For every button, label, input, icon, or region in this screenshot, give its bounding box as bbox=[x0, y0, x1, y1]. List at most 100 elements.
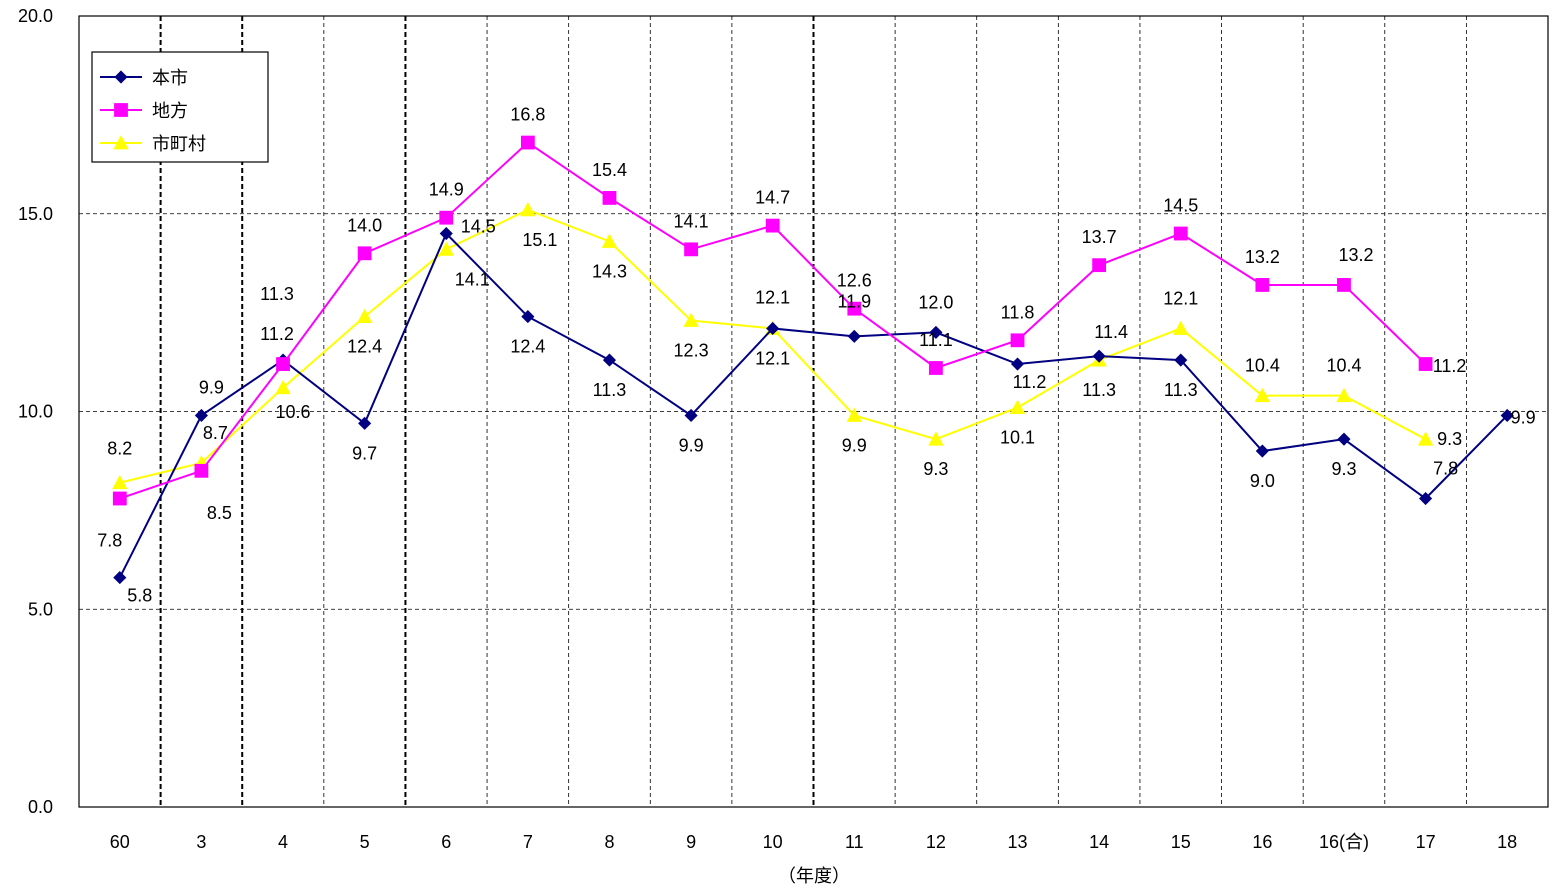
data-label: 13.2 bbox=[1338, 245, 1373, 265]
data-point bbox=[113, 571, 127, 585]
data-point bbox=[847, 301, 862, 316]
data-point bbox=[1500, 408, 1514, 423]
data-point bbox=[1010, 333, 1025, 348]
data-label: 14.1 bbox=[455, 269, 490, 289]
y-tick-label: 10.0 bbox=[18, 402, 53, 422]
data-point bbox=[1337, 432, 1351, 446]
data-point bbox=[1417, 431, 1434, 446]
data-label: 7.8 bbox=[97, 531, 122, 551]
x-tick-label: 9 bbox=[686, 832, 696, 852]
data-label: 9.9 bbox=[199, 377, 224, 397]
data-point bbox=[194, 463, 209, 478]
data-label: 11.3 bbox=[1082, 380, 1116, 400]
data-label: 10.1 bbox=[1000, 428, 1035, 448]
data-label: 14.7 bbox=[755, 188, 790, 208]
legend-label: 市町村 bbox=[152, 134, 206, 154]
data-label: 15.1 bbox=[522, 230, 557, 250]
data-label: 14.9 bbox=[429, 180, 464, 200]
data-point bbox=[929, 361, 943, 375]
data-label: 12.6 bbox=[837, 271, 872, 291]
data-point bbox=[1336, 387, 1352, 403]
data-point bbox=[928, 431, 944, 446]
data-point bbox=[439, 210, 454, 225]
data-point bbox=[601, 233, 618, 248]
data-point bbox=[521, 310, 535, 324]
data-point bbox=[765, 218, 780, 233]
data-label: 12.1 bbox=[1163, 288, 1198, 308]
y-tick-label: 5.0 bbox=[28, 599, 53, 619]
x-tick-label: 3 bbox=[196, 832, 206, 852]
x-tick-label: 16 bbox=[1252, 832, 1272, 852]
data-label: 14.5 bbox=[1163, 196, 1198, 216]
data-point bbox=[766, 321, 780, 336]
legend-marker bbox=[113, 135, 129, 150]
data-point bbox=[112, 474, 128, 490]
data-point bbox=[1092, 349, 1106, 363]
data-label: 10.4 bbox=[1245, 356, 1280, 376]
data-label: 5.8 bbox=[127, 586, 152, 606]
x-tick-label: 11 bbox=[845, 832, 864, 852]
data-label: 9.9 bbox=[679, 435, 704, 455]
data-point bbox=[357, 246, 372, 261]
data-label: 11.2 bbox=[1433, 356, 1467, 376]
data-point bbox=[520, 201, 536, 217]
data-label: 13.7 bbox=[1082, 227, 1117, 247]
x-tick-label: 60 bbox=[110, 832, 130, 852]
x-tick-label: 14 bbox=[1089, 832, 1109, 852]
data-point bbox=[602, 191, 617, 205]
data-point bbox=[1173, 320, 1189, 335]
data-label: 9.9 bbox=[1511, 407, 1536, 427]
data-label: 9.0 bbox=[1250, 471, 1275, 491]
data-label: 11.4 bbox=[1094, 322, 1128, 342]
x-tick-label: 13 bbox=[1008, 832, 1028, 852]
data-point bbox=[1254, 387, 1271, 403]
data-point bbox=[438, 241, 454, 256]
data-label: 12.3 bbox=[674, 341, 709, 361]
y-tick-label: 0.0 bbox=[28, 797, 53, 817]
x-tick-label: 16(合) bbox=[1319, 832, 1369, 852]
data-label: 11.9 bbox=[837, 291, 871, 311]
data-label: 12.4 bbox=[347, 337, 382, 357]
data-point bbox=[1419, 491, 1433, 506]
y-tick-label: 15.0 bbox=[18, 204, 53, 224]
data-point bbox=[1174, 353, 1188, 367]
data-label: 14.1 bbox=[674, 211, 709, 231]
x-tick-label: 4 bbox=[278, 832, 288, 852]
data-label: 9.3 bbox=[923, 459, 948, 479]
y-tick-label: 20.0 bbox=[18, 6, 53, 26]
data-label: 16.8 bbox=[510, 105, 545, 125]
data-point bbox=[846, 407, 862, 422]
data-label: 10.4 bbox=[1326, 356, 1361, 376]
x-tick-label: 18 bbox=[1497, 832, 1517, 852]
x-tick-label: 12 bbox=[926, 832, 946, 852]
data-label: 8.2 bbox=[107, 439, 132, 459]
data-point bbox=[1337, 278, 1351, 292]
x-tick-label: 5 bbox=[360, 832, 370, 852]
data-point bbox=[684, 408, 698, 423]
data-point bbox=[1255, 278, 1270, 292]
data-point bbox=[439, 226, 453, 241]
data-point bbox=[1173, 226, 1188, 241]
data-point bbox=[276, 357, 290, 371]
data-label: 9.9 bbox=[842, 435, 867, 455]
x-tick-label: 8 bbox=[604, 832, 614, 852]
data-label: 14.5 bbox=[461, 217, 496, 237]
x-tick-label: 15 bbox=[1171, 832, 1191, 852]
x-tick-label: 7 bbox=[523, 832, 533, 852]
data-label: 11.2 bbox=[260, 324, 294, 344]
data-point bbox=[194, 408, 208, 423]
data-label: 11.1 bbox=[919, 330, 953, 350]
data-point bbox=[847, 329, 861, 343]
data-label: 10.6 bbox=[276, 402, 311, 422]
data-point bbox=[602, 353, 617, 367]
legend-label: 地方 bbox=[152, 101, 188, 121]
data-label: 12.1 bbox=[755, 287, 790, 307]
series-line bbox=[118, 231, 1508, 579]
data-label: 11.3 bbox=[593, 380, 627, 400]
data-label: 7.8 bbox=[1433, 459, 1458, 479]
x-tick-label: 6 bbox=[441, 832, 451, 852]
legend-marker bbox=[114, 70, 128, 84]
data-label: 9.3 bbox=[1331, 459, 1356, 479]
